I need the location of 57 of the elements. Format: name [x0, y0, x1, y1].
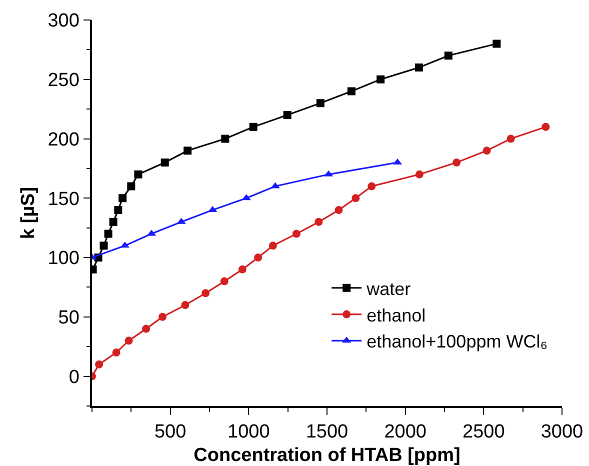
point: [249, 122, 258, 131]
point: [238, 265, 246, 274]
legend-label: ethanol: [366, 305, 426, 326]
point: [109, 218, 118, 226]
point: [376, 75, 385, 84]
point: [492, 40, 501, 48]
point: [292, 230, 300, 238]
x-axis-title: Concentration of HTAB [ppm]: [194, 444, 460, 466]
legend-label: water: [366, 278, 411, 299]
y-tick-label: 0: [68, 366, 80, 388]
point: [221, 134, 230, 143]
point: [452, 158, 461, 167]
point: [334, 206, 343, 214]
point: [124, 336, 133, 345]
point: [414, 64, 423, 72]
point: [316, 99, 324, 108]
point: [482, 146, 491, 155]
y-tick-label: 300: [48, 10, 80, 32]
point: [95, 360, 104, 368]
point: [254, 254, 262, 262]
legend-label: ethanol+100ppm WCl₆: [366, 332, 548, 352]
y-tick-label: 50: [58, 308, 80, 329]
point: [134, 170, 142, 178]
point: [352, 194, 360, 202]
x-tick-label: 1500: [306, 422, 348, 443]
point: [158, 312, 166, 321]
point: [415, 170, 424, 178]
point: [114, 206, 122, 214]
x-tick-label: 500: [154, 422, 186, 443]
point: [347, 87, 356, 96]
point: [127, 182, 136, 190]
point: [202, 289, 210, 298]
x-tick-label: 1000: [228, 422, 270, 443]
point: [283, 111, 292, 120]
x-tick-label: 3000: [540, 422, 584, 443]
y-tick-label: 200: [48, 129, 80, 150]
point: [181, 301, 190, 310]
point: [142, 324, 150, 333]
point: [104, 230, 112, 238]
point: [314, 218, 323, 226]
point: [444, 52, 452, 60]
point: [542, 122, 550, 131]
point: [160, 158, 169, 167]
point: [184, 146, 192, 155]
point: [368, 182, 376, 190]
point: [112, 348, 120, 357]
point: [268, 242, 277, 250]
y-tick-label: 250: [48, 70, 80, 92]
y-axis-title: k [µS]: [18, 186, 40, 240]
x-tick-label: 2000: [384, 422, 426, 443]
y-tick-label: 100: [48, 248, 80, 270]
point: [220, 277, 228, 286]
point: [506, 134, 515, 143]
y-tick-label: 150: [48, 188, 80, 210]
x-tick-label: 2500: [462, 422, 505, 443]
point: [100, 242, 108, 250]
point: [118, 194, 127, 202]
